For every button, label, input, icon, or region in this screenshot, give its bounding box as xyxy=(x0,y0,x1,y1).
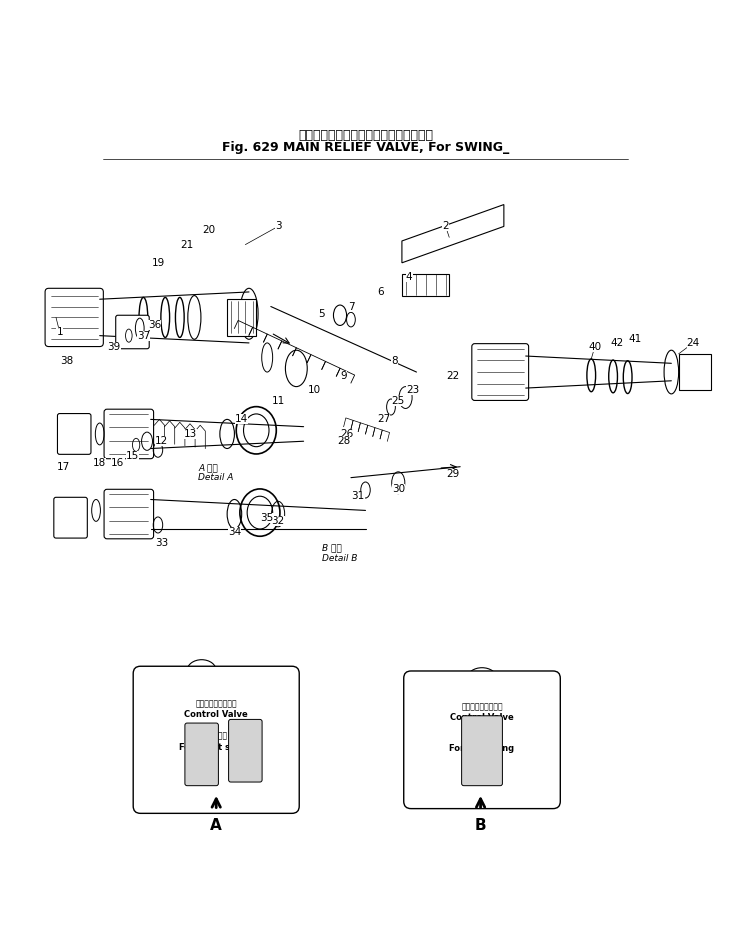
Text: 低速旋回用: 低速旋回用 xyxy=(471,733,493,742)
FancyBboxPatch shape xyxy=(104,489,154,538)
Text: 35: 35 xyxy=(260,513,274,522)
Bar xyxy=(402,274,450,296)
Text: 22: 22 xyxy=(446,371,460,381)
Text: 18: 18 xyxy=(93,458,106,468)
Text: 41: 41 xyxy=(629,335,642,344)
Circle shape xyxy=(419,687,436,705)
Text: 15: 15 xyxy=(126,451,139,461)
Text: 13: 13 xyxy=(184,428,197,439)
Circle shape xyxy=(149,680,167,698)
Circle shape xyxy=(528,687,545,705)
Text: For low swing: For low swing xyxy=(450,744,515,753)
Text: A: A xyxy=(211,818,222,832)
Circle shape xyxy=(528,771,545,789)
Text: 12: 12 xyxy=(155,436,168,447)
Text: 40: 40 xyxy=(588,341,602,352)
Text: 高速旋回用: 高速旋回用 xyxy=(205,732,228,740)
Text: 21: 21 xyxy=(181,240,194,249)
Bar xyxy=(678,354,711,391)
Text: 39: 39 xyxy=(107,341,121,352)
Text: 4: 4 xyxy=(406,272,412,283)
Circle shape xyxy=(149,778,167,796)
Circle shape xyxy=(266,680,283,698)
Text: 6: 6 xyxy=(376,287,383,297)
Text: B 詳細
Detail B: B 詳細 Detail B xyxy=(322,543,357,562)
FancyBboxPatch shape xyxy=(104,410,154,459)
Circle shape xyxy=(419,771,436,789)
FancyBboxPatch shape xyxy=(229,720,262,782)
Text: 10: 10 xyxy=(308,385,321,395)
Text: 20: 20 xyxy=(202,225,216,235)
Text: 27: 27 xyxy=(377,414,390,425)
FancyBboxPatch shape xyxy=(461,716,502,786)
Text: 29: 29 xyxy=(446,469,460,479)
Text: 19: 19 xyxy=(151,258,164,268)
FancyBboxPatch shape xyxy=(54,498,87,538)
Text: 36: 36 xyxy=(148,319,161,330)
FancyBboxPatch shape xyxy=(404,671,560,809)
Text: 5: 5 xyxy=(319,309,325,319)
Text: B: B xyxy=(474,818,486,832)
Bar xyxy=(227,300,257,336)
FancyBboxPatch shape xyxy=(115,316,149,349)
Text: 17: 17 xyxy=(57,462,70,472)
Text: コントロールバルブ: コントロールバルブ xyxy=(461,702,503,712)
Text: メイン　リリーフ　バルブ、旋　回　用: メイン リリーフ バルブ、旋 回 用 xyxy=(298,129,433,142)
Text: 23: 23 xyxy=(406,385,420,395)
Text: 26: 26 xyxy=(341,428,354,439)
Text: 14: 14 xyxy=(235,414,249,425)
Text: 24: 24 xyxy=(686,337,700,348)
Text: 16: 16 xyxy=(111,458,124,468)
Text: 8: 8 xyxy=(391,356,398,366)
Text: 33: 33 xyxy=(155,538,168,548)
Text: 11: 11 xyxy=(271,396,285,406)
Circle shape xyxy=(266,778,283,796)
Text: 7: 7 xyxy=(348,301,355,312)
FancyBboxPatch shape xyxy=(471,343,529,400)
Text: Control Valve: Control Valve xyxy=(450,714,514,722)
Text: 9: 9 xyxy=(341,371,347,381)
FancyBboxPatch shape xyxy=(58,413,91,454)
Text: 1: 1 xyxy=(56,327,63,337)
Text: 2: 2 xyxy=(442,222,449,231)
Text: 30: 30 xyxy=(392,483,405,494)
Text: 42: 42 xyxy=(610,337,624,348)
Text: 3: 3 xyxy=(275,222,281,231)
Text: A 詳細
Detail A: A 詳細 Detail A xyxy=(198,463,233,483)
Text: 38: 38 xyxy=(60,356,74,366)
FancyBboxPatch shape xyxy=(185,723,219,786)
Text: For hight swing: For hight swing xyxy=(179,742,253,752)
FancyBboxPatch shape xyxy=(45,288,103,347)
Text: Control Valve: Control Valve xyxy=(184,710,248,719)
Text: 34: 34 xyxy=(228,527,241,538)
Text: 28: 28 xyxy=(337,436,350,447)
Text: 32: 32 xyxy=(271,517,285,526)
Text: 25: 25 xyxy=(392,396,405,406)
Text: 37: 37 xyxy=(137,331,150,340)
Text: コントロールバルブ: コントロールバルブ xyxy=(195,699,237,708)
FancyBboxPatch shape xyxy=(133,666,299,813)
Text: 31: 31 xyxy=(352,491,365,501)
Text: Fig. 629 MAIN RELIEF VALVE, For SWING_: Fig. 629 MAIN RELIEF VALVE, For SWING_ xyxy=(222,141,509,155)
